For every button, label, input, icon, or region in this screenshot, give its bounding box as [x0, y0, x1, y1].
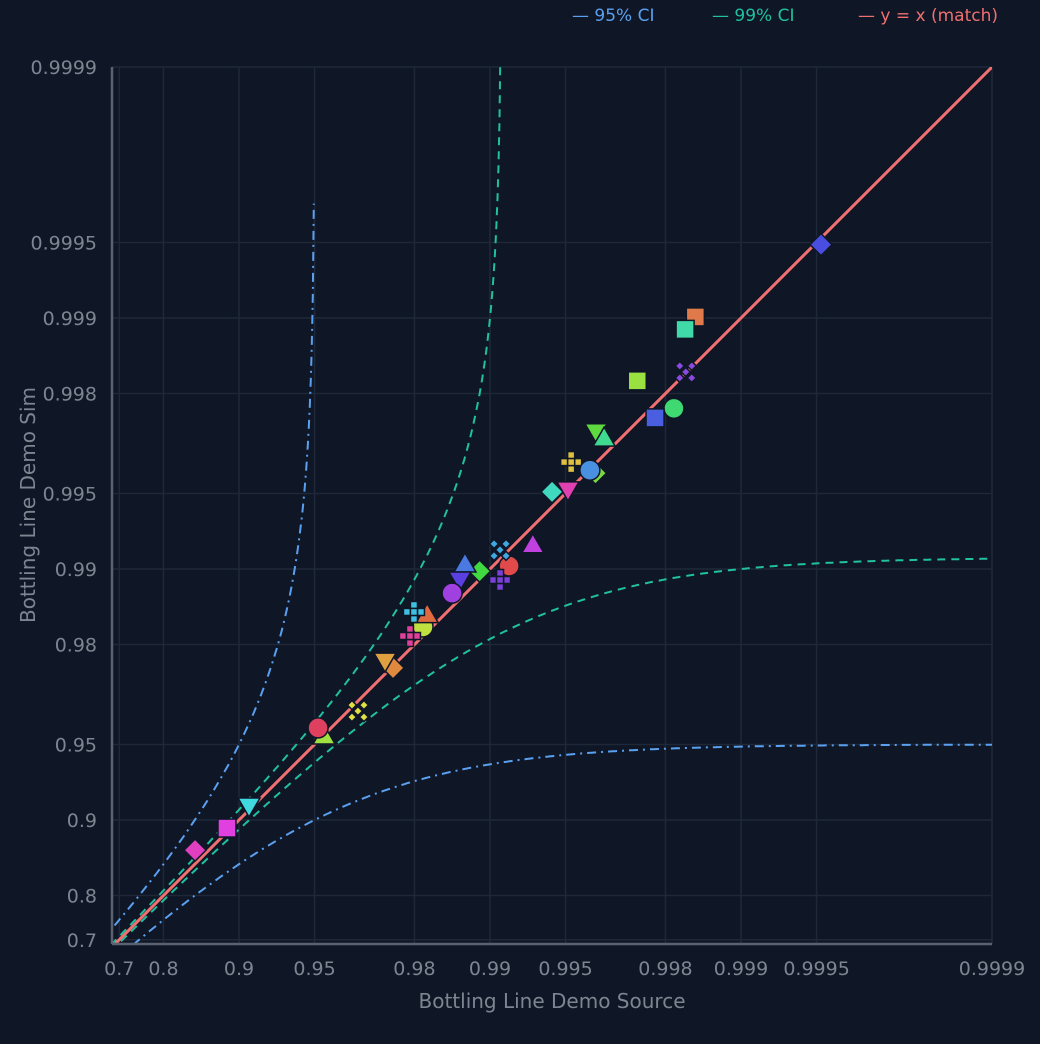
- x-tick-label: 0.995: [538, 958, 592, 980]
- x-tick-label: 0.7: [104, 958, 134, 980]
- point-square[interactable]: [217, 818, 237, 838]
- point-triangle-down[interactable]: [447, 571, 473, 593]
- x-tick-label: 0.99: [469, 958, 511, 980]
- point-cross[interactable]: [398, 624, 422, 648]
- point-circle[interactable]: [307, 717, 329, 739]
- x-tick-label: 0.9: [224, 958, 254, 980]
- point-square[interactable]: [627, 371, 648, 391]
- x-tick-label: 0.9999: [959, 958, 1025, 980]
- y-tick-label: 0.995: [43, 483, 97, 505]
- point-triangle-down[interactable]: [555, 481, 581, 503]
- x-tick-label: 0.9995: [783, 958, 849, 980]
- ci95-upper-curve: [112, 203, 315, 931]
- point-triangle-up[interactable]: [520, 532, 546, 554]
- ci-curves: [112, 67, 992, 944]
- point-triangle-up[interactable]: [591, 425, 617, 447]
- y-tick-label: 0.999: [43, 308, 97, 330]
- point-square[interactable]: [645, 408, 665, 428]
- x-tick-label: 0.999: [714, 958, 768, 980]
- legend-label: 95% CI: [594, 6, 654, 26]
- y-tick-label: 0.8: [67, 886, 97, 908]
- point-triangle-up[interactable]: [452, 551, 478, 573]
- point-xdiamond[interactable]: [346, 699, 370, 723]
- data-points: [183, 232, 834, 863]
- point-cross[interactable]: [488, 568, 512, 592]
- point-circle[interactable]: [441, 582, 463, 604]
- point-square[interactable]: [675, 319, 695, 340]
- y-tick-label: 0.95: [55, 734, 97, 756]
- ci95-lower-curve: [132, 743, 992, 944]
- y-tick-label: 0.9999: [31, 57, 97, 79]
- legend: — 95% CI — 99% CI — y = x (match): [572, 6, 998, 26]
- point-circle[interactable]: [663, 397, 685, 420]
- ci99-upper-curve: [112, 67, 502, 944]
- legend-swatch: —: [858, 6, 880, 26]
- ci99-lower-curve: [116, 557, 992, 944]
- legend-item: — y = x (match): [858, 6, 998, 26]
- y-tick-label: 0.98: [55, 635, 97, 657]
- identity-line: [114, 67, 992, 944]
- point-diamond[interactable]: [808, 232, 834, 257]
- point-circle[interactable]: [579, 459, 601, 481]
- point-triangle-down[interactable]: [236, 797, 262, 819]
- x-tick-label: 0.95: [293, 958, 335, 980]
- x-tick-label: 0.8: [148, 958, 178, 980]
- legend-label: y = x (match): [880, 6, 998, 26]
- point-cross[interactable]: [402, 600, 426, 624]
- point-diamond[interactable]: [539, 479, 565, 504]
- legend-label: 99% CI: [734, 6, 794, 26]
- y-tick-label: 0.99: [55, 559, 97, 581]
- x-tick-label: 0.998: [638, 958, 692, 980]
- y-axis-label: Bottling Line Demo Sim: [16, 387, 40, 623]
- y-tick-label: 0.998: [43, 384, 97, 406]
- legend-swatch: —: [572, 6, 594, 26]
- point-cross[interactable]: [559, 450, 583, 474]
- legend-item: — 95% CI: [572, 6, 654, 26]
- y-tick-label: 0.9995: [31, 232, 97, 254]
- x-tick-label: 0.98: [393, 958, 435, 980]
- point-xdiamond[interactable]: [488, 538, 512, 562]
- y-tick-label: 0.9: [67, 810, 97, 832]
- y-tick-label: 0.7: [67, 930, 97, 952]
- tick-labels: 0.7 0.7 0.8 0.8 0.9 0.9 0.95 0.95 0.98 0.98 0.99 0.…: [31, 57, 1026, 980]
- point-diamond[interactable]: [183, 838, 208, 863]
- legend-item: — 99% CI: [712, 6, 794, 26]
- x-axis-label: Bottling Line Demo Source: [419, 989, 686, 1013]
- legend-swatch: —: [712, 6, 734, 26]
- point-triangle-down[interactable]: [372, 652, 398, 674]
- point-xdiamond[interactable]: [674, 360, 698, 384]
